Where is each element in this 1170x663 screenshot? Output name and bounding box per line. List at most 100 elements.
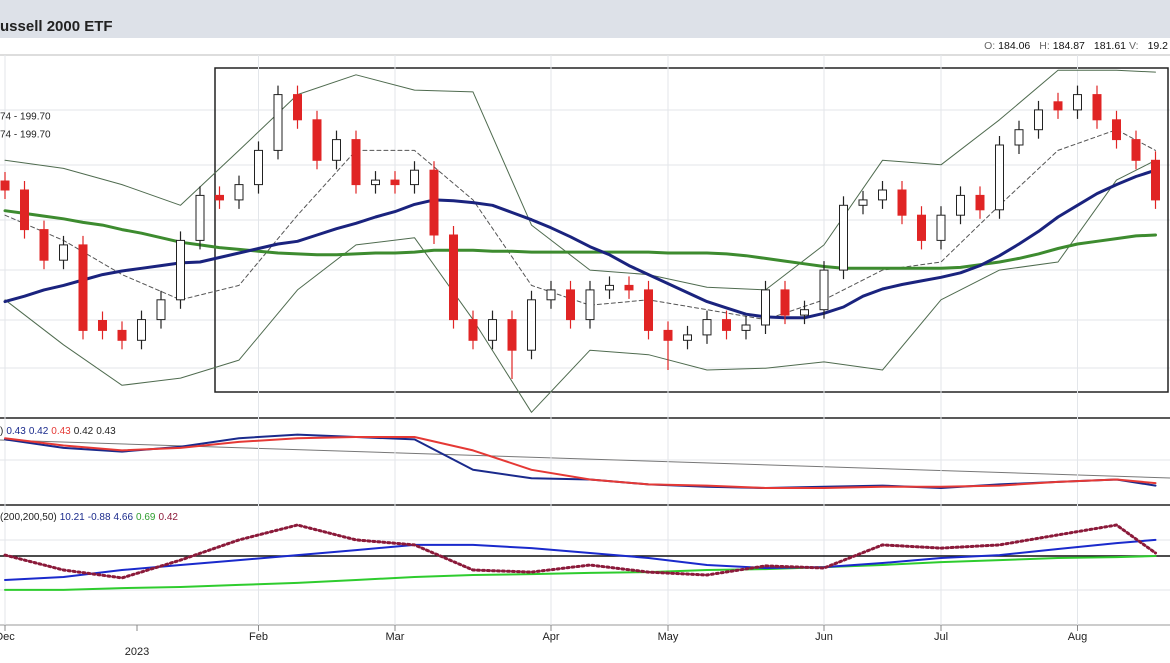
- candle-body: [39, 229, 49, 261]
- candle-body: [1073, 94, 1082, 111]
- candle-body: [858, 199, 868, 206]
- x-tick-label: Feb: [249, 631, 268, 643]
- candle-body: [1112, 119, 1121, 141]
- quote-item: V:: [1129, 40, 1139, 52]
- candle-body: [371, 179, 380, 186]
- price-grid: [0, 109, 1170, 591]
- candle-body: [449, 234, 458, 321]
- candle-body: [936, 214, 946, 241]
- candle-body: [137, 319, 146, 341]
- legend-entry: 0.42: [74, 426, 94, 437]
- candle-body: [995, 144, 1004, 211]
- legend-entry: -0.88: [88, 512, 111, 523]
- candle-body: [800, 309, 809, 316]
- legend-entry: (200,200,50): [0, 512, 57, 523]
- candle-body: [351, 139, 361, 186]
- series-line: [4, 436, 1157, 489]
- quote-item: 184.06: [998, 40, 1030, 52]
- candle-body: [78, 244, 88, 331]
- candle-body: [195, 194, 205, 241]
- x-tick-label: Mar: [386, 631, 405, 643]
- x-tick-label: May: [658, 631, 679, 643]
- candle-body: [839, 204, 848, 271]
- legend-entry: 0.43: [6, 426, 26, 437]
- quote-item: 181.61: [1094, 40, 1126, 52]
- series-line: [3, 523, 1157, 580]
- chart-title: ussell 2000 ETF: [0, 18, 113, 35]
- candle-body: [702, 319, 712, 336]
- candle-body: [59, 244, 68, 261]
- quote-item: H:: [1039, 40, 1050, 52]
- x-tick-label: Dec: [0, 631, 15, 643]
- legend-entry: 0.43: [96, 426, 116, 437]
- legend-entry: 10.21: [60, 512, 85, 523]
- candle-body: [1092, 94, 1102, 121]
- candle-body: [644, 289, 653, 331]
- candle-body: [585, 289, 595, 321]
- indicator-legend: ) 0.43 0.42 0.43 0.42 0.43: [0, 426, 116, 437]
- series-line: [4, 538, 1157, 581]
- candle-body: [234, 184, 244, 201]
- candle-body: [390, 179, 400, 186]
- legend-entry: 0.69: [136, 512, 156, 523]
- legend-entry: 0.42: [158, 512, 178, 523]
- candle-body: [254, 149, 263, 186]
- legend-entry: 4.66: [114, 512, 134, 523]
- x-tick-label: Aug: [1068, 631, 1088, 643]
- candle-body: [1053, 101, 1063, 111]
- quote-item: 184.87: [1053, 40, 1085, 52]
- annotation-box: [214, 67, 1169, 393]
- candle-body: [761, 289, 770, 326]
- candle-body: [566, 289, 575, 321]
- candle-body: [312, 119, 322, 161]
- series-line: [3, 209, 1157, 270]
- trend-line: [0, 439, 1170, 479]
- legend-entry: ): [0, 426, 3, 437]
- x-tick-label: Jul: [934, 631, 948, 643]
- candle-body: [624, 284, 634, 291]
- x-tick-label: Apr: [542, 631, 559, 643]
- candle-body: [273, 94, 283, 151]
- series-line: [4, 433, 1157, 489]
- candle-body: [1034, 109, 1043, 131]
- candle-body: [683, 334, 692, 341]
- candle-body: [917, 214, 926, 241]
- series-line: [3, 168, 1157, 320]
- candle-body: [488, 319, 497, 341]
- candle-body: [819, 269, 829, 311]
- candle-body: [546, 289, 556, 301]
- year-label: 2023: [125, 646, 149, 658]
- quote-item: 19.2: [1148, 40, 1169, 52]
- candle-body: [605, 284, 614, 291]
- candle-body: [741, 324, 751, 331]
- candle-body: [20, 189, 29, 231]
- quote-item: O:: [984, 40, 995, 52]
- legend-entry: 74 - 199.70: [0, 130, 51, 141]
- candle-body: [1131, 139, 1141, 161]
- legend-entry: 0.43: [51, 426, 71, 437]
- series-line: [4, 555, 1157, 591]
- candle-body: [410, 169, 419, 186]
- candle-body: [215, 194, 224, 201]
- legend-entry: 0.42: [29, 426, 49, 437]
- candle-body: [176, 239, 185, 301]
- candle-body: [98, 320, 107, 331]
- candle-body: [1014, 129, 1024, 146]
- x-tick-label: Jun: [815, 631, 833, 643]
- candle-body: [117, 329, 127, 341]
- header-bar: [0, 0, 1170, 38]
- candle-body: [897, 189, 907, 216]
- series-line: [4, 159, 1156, 413]
- candle-body: [332, 139, 341, 161]
- candle-body: [468, 319, 478, 341]
- candle-body: [293, 94, 302, 121]
- candle-body: [1151, 159, 1160, 201]
- candle-body: [956, 194, 965, 216]
- candle-body: [527, 299, 536, 351]
- candle-body: [156, 299, 166, 321]
- candle-body: [722, 319, 731, 331]
- candle-body: [663, 329, 673, 341]
- quote-row: O: 184.06 H: 184.87 181.61 V: 19.2: [984, 40, 1168, 52]
